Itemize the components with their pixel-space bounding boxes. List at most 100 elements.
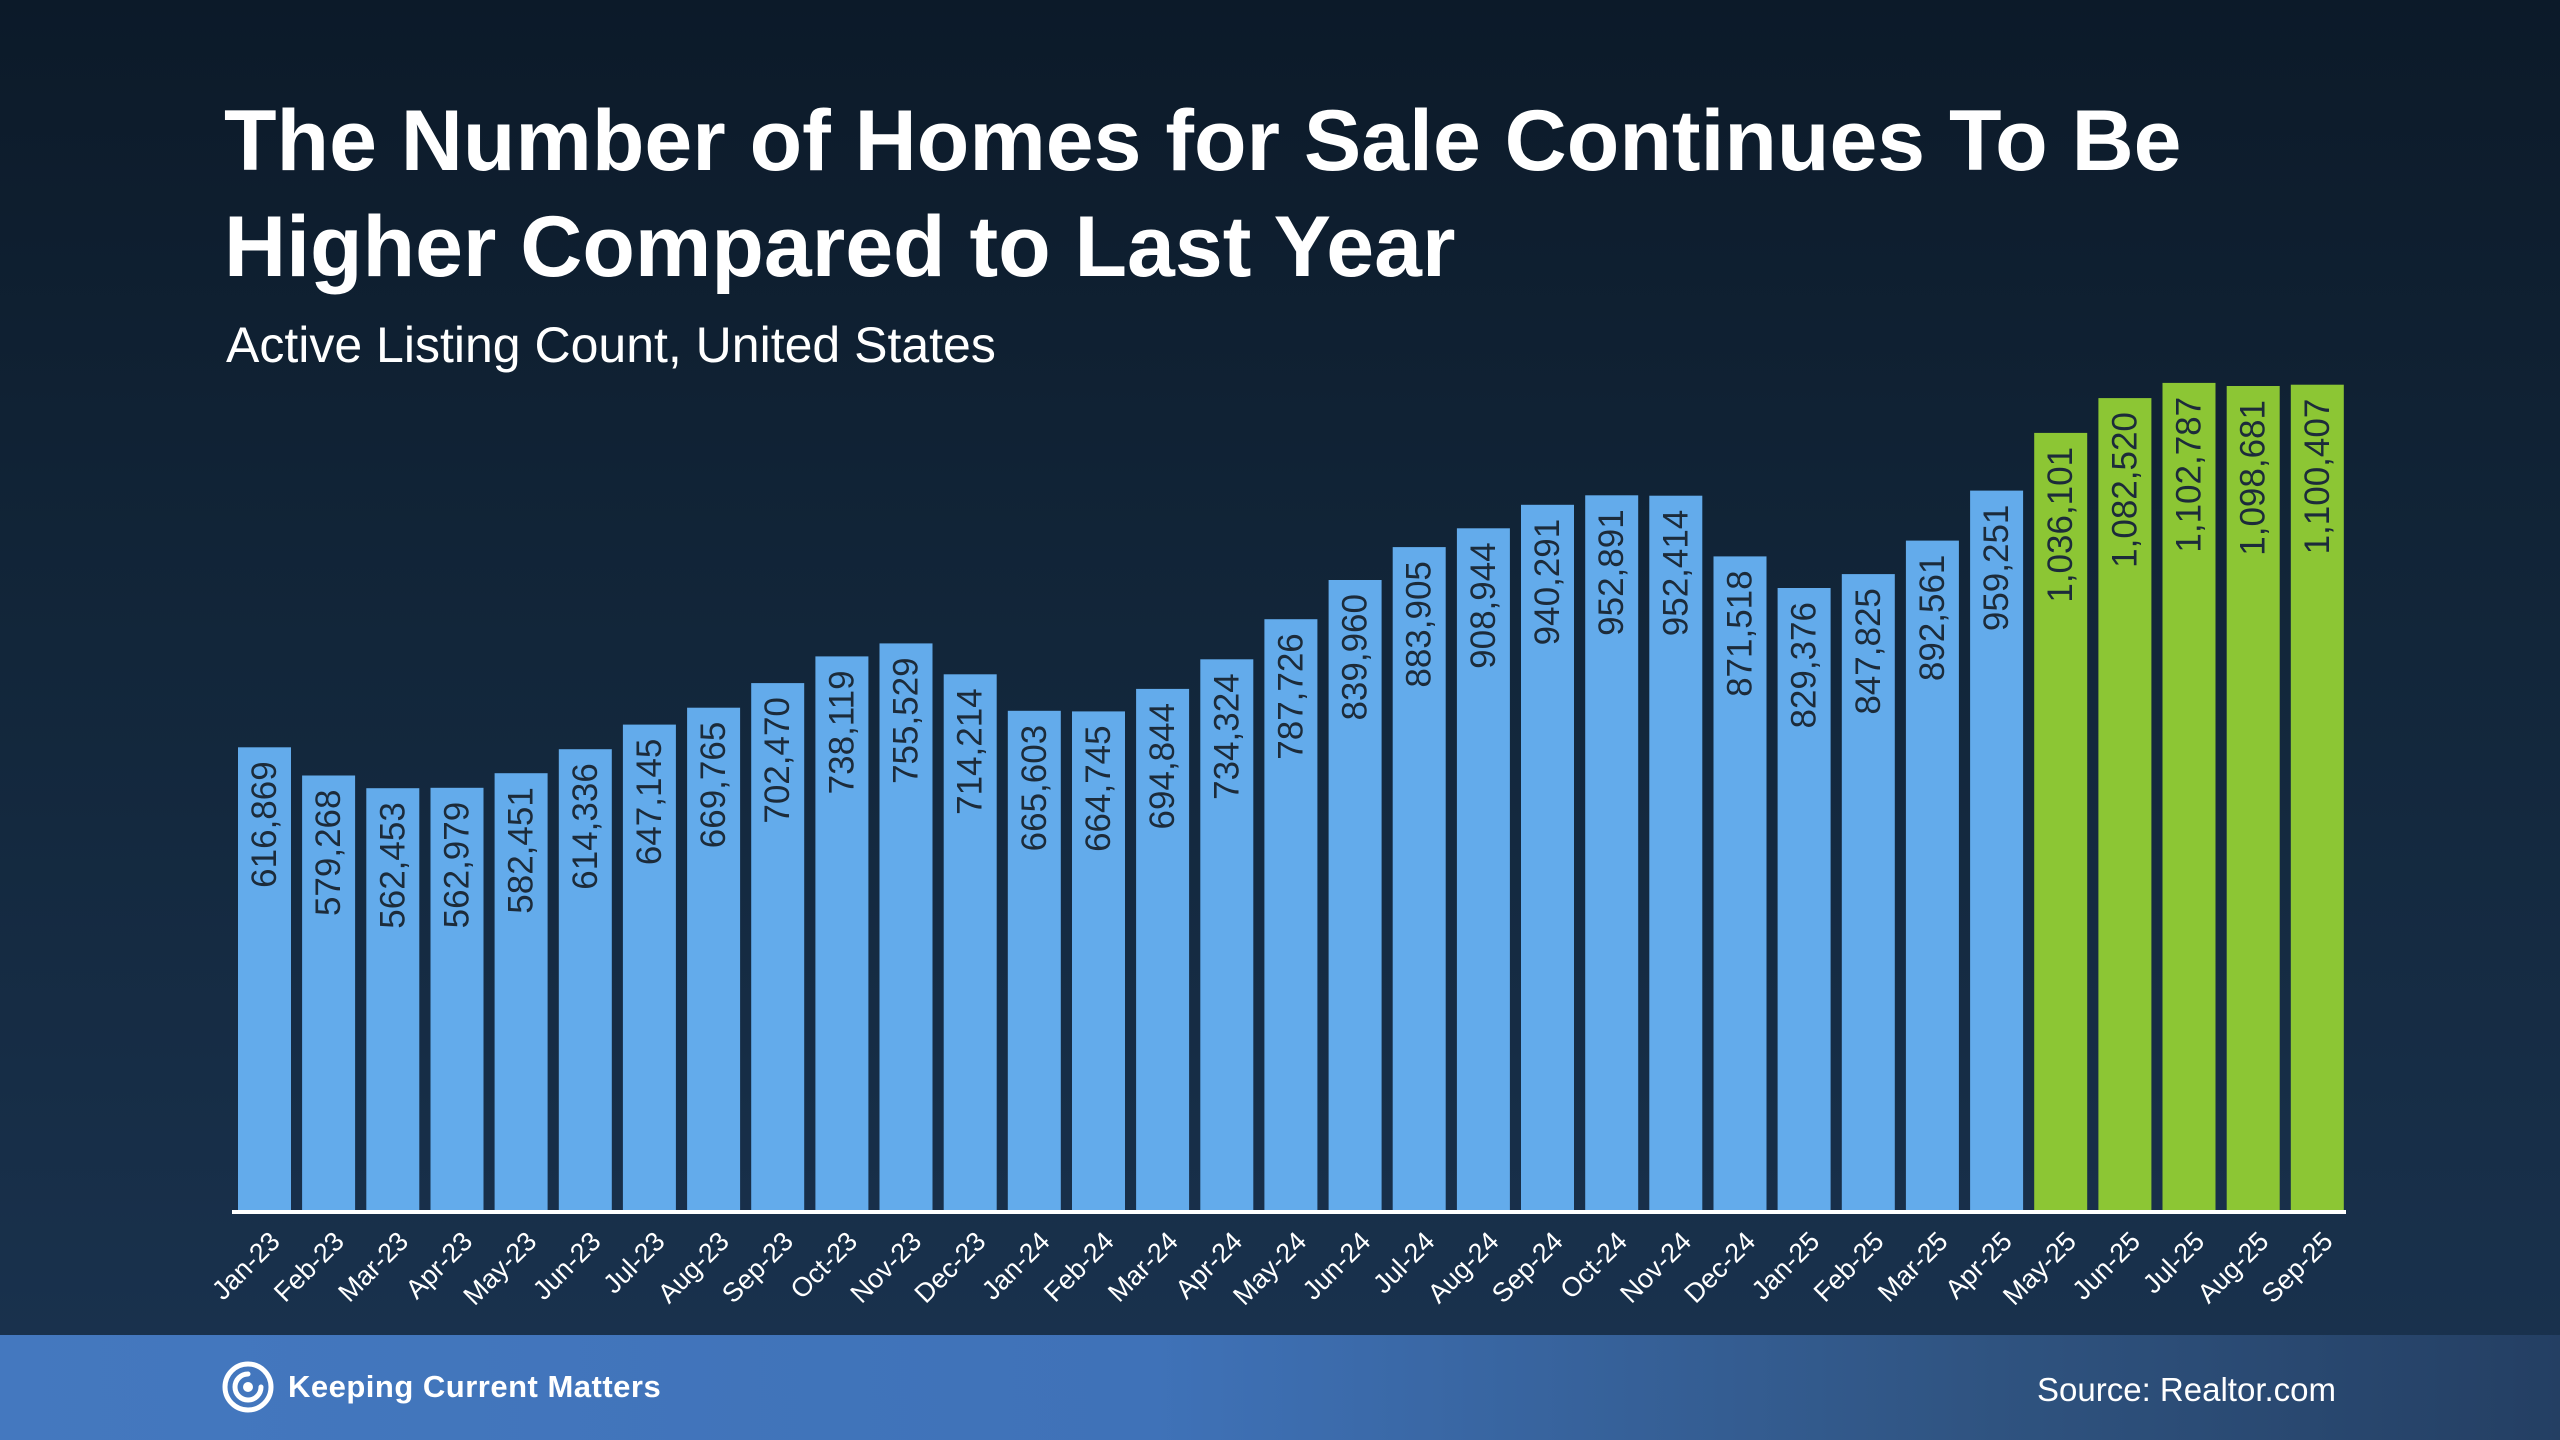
x-tick-dec-23: Dec-23 — [909, 1226, 992, 1309]
bar-oct-23 — [815, 656, 869, 1210]
value-label-apr-25: 959,251 — [1977, 505, 2016, 632]
value-label-sep-23: 702,470 — [758, 697, 797, 824]
value-label-nov-24: 952,414 — [1656, 510, 1695, 637]
bar-apr-25 — [1970, 490, 2024, 1211]
x-tick-mar-25: Mar-25 — [1872, 1226, 1954, 1308]
bar-dec-24 — [1713, 556, 1767, 1210]
bar-apr-23 — [430, 787, 484, 1210]
bar-mar-23 — [366, 788, 420, 1210]
bar-oct-24 — [1585, 495, 1639, 1210]
x-tick-feb-25: Feb-25 — [1808, 1226, 1890, 1308]
bar-may-24 — [1264, 619, 1318, 1210]
value-label-feb-23: 579,268 — [309, 790, 348, 917]
bar-sep-24 — [1521, 504, 1574, 1210]
source-note: Source: Realtor.com — [2037, 1371, 2336, 1408]
x-tick-nov-24: Nov-24 — [1614, 1226, 1697, 1309]
bar-jun-25 — [2098, 398, 2152, 1211]
bar-may-25 — [2034, 432, 2088, 1210]
bar-mar-25 — [1905, 540, 1959, 1210]
bar-aug-24 — [1456, 528, 1510, 1210]
value-label-oct-24: 952,891 — [1592, 509, 1631, 636]
value-label-feb-25: 847,825 — [1849, 588, 1888, 715]
chart-title: The Number of Homes for Sale Continues T… — [224, 93, 2182, 295]
value-label-aug-24: 908,944 — [1464, 542, 1503, 669]
x-tick-aug-24: Aug-24 — [1422, 1226, 1505, 1309]
value-label-jun-24: 839,960 — [1336, 594, 1375, 721]
value-label-sep-25: 1,100,407 — [2298, 399, 2337, 555]
bar-jan-23 — [238, 747, 291, 1210]
brand-name: Keeping Current Matters — [288, 1369, 662, 1404]
bar-aug-25 — [2226, 386, 2280, 1210]
value-label-aug-25: 1,098,681 — [2234, 400, 2273, 556]
x-tick-jun-23: Jun-23 — [527, 1226, 607, 1306]
bar-apr-24 — [1200, 659, 1254, 1210]
x-tick-may-25: May-25 — [1997, 1226, 2082, 1311]
bar-jun-24 — [1328, 580, 1382, 1210]
bar-aug-23 — [687, 707, 741, 1210]
brand-logo: Keeping Current Matters — [222, 1361, 661, 1413]
bar-jul-25 — [2162, 382, 2216, 1210]
value-label-apr-23: 562,979 — [438, 802, 477, 929]
x-tick-aug-25: Aug-25 — [2192, 1226, 2275, 1309]
chart-subtitle: Active Listing Count, United States — [226, 317, 996, 373]
x-tick-dec-24: Dec-24 — [1679, 1226, 1762, 1309]
bar-jul-24 — [1392, 547, 1446, 1210]
value-label-jul-23: 647,145 — [630, 739, 669, 866]
x-tick-nov-23: Nov-23 — [845, 1226, 928, 1309]
x-tick-jun-25: Jun-25 — [2067, 1226, 2147, 1306]
bar-dec-23 — [943, 674, 997, 1210]
x-tick-feb-24: Feb-24 — [1038, 1226, 1120, 1308]
value-label-jan-23: 616,869 — [245, 761, 284, 888]
value-label-jul-25: 1,102,787 — [2170, 397, 2209, 553]
x-tick-aug-23: Aug-23 — [652, 1226, 735, 1309]
value-label-jan-24: 665,603 — [1015, 725, 1054, 852]
x-tick-may-23: May-23 — [458, 1226, 543, 1311]
bar-feb-24 — [1072, 711, 1125, 1210]
x-tick-mar-23: Mar-23 — [332, 1226, 414, 1308]
bar-sep-23 — [751, 683, 805, 1210]
bar-may-23 — [494, 773, 548, 1210]
x-axis-tick-labels: Jan-23Feb-23Mar-23Apr-23May-23Jun-23Jul-… — [206, 1226, 2338, 1311]
x-tick-mar-24: Mar-24 — [1102, 1226, 1184, 1308]
bar-jan-25 — [1777, 588, 1831, 1210]
x-tick-sep-25: Sep-25 — [2256, 1226, 2339, 1309]
value-label-mar-23: 562,453 — [373, 802, 412, 929]
value-label-nov-23: 755,529 — [887, 657, 926, 784]
value-label-may-24: 787,726 — [1271, 633, 1310, 760]
bar-feb-23 — [302, 775, 356, 1210]
x-tick-jan-23: Jan-23 — [206, 1226, 286, 1306]
x-tick-sep-24: Sep-24 — [1486, 1226, 1569, 1309]
bar-nov-23 — [879, 643, 933, 1210]
value-labels: 616,869 579,268 562,453 562,979 582,451 614,3… — [245, 397, 2337, 929]
bar-jul-23 — [622, 724, 676, 1210]
bar-nov-24 — [1649, 495, 1703, 1210]
value-label-oct-23: 738,119 — [822, 670, 861, 794]
value-label-mar-24: 694,844 — [1143, 703, 1182, 830]
value-label-mar-25: 892,561 — [1913, 555, 1952, 682]
bar-mar-24 — [1136, 688, 1190, 1210]
value-label-jun-23: 614,336 — [566, 763, 605, 890]
bar-jun-23 — [558, 749, 612, 1210]
bar-feb-25 — [1841, 574, 1895, 1210]
value-label-feb-24: 664,745 — [1079, 725, 1118, 852]
footer-bar: Keeping Current Matters Source: Realtor.… — [0, 1335, 2560, 1440]
spiral-logo-icon — [222, 1361, 274, 1413]
x-tick-sep-23: Sep-23 — [716, 1226, 799, 1309]
bar-chart: 616,869 579,268 562,453 562,979 582,451 614,3… — [206, 382, 2344, 1311]
value-label-apr-24: 734,324 — [1207, 673, 1246, 800]
value-label-aug-23: 669,765 — [694, 722, 733, 849]
bar-jan-24 — [1007, 710, 1061, 1210]
value-label-dec-23: 714,214 — [951, 688, 990, 815]
x-tick-jan-25: Jan-25 — [1746, 1226, 1826, 1306]
value-label-jan-25: 829,376 — [1785, 602, 1824, 729]
value-label-dec-24: 871,518 — [1721, 570, 1760, 697]
bar-sep-25 — [2290, 384, 2344, 1210]
value-label-may-25: 1,036,101 — [2041, 447, 2080, 603]
x-tick-may-24: May-24 — [1227, 1226, 1312, 1311]
x-tick-jan-24: Jan-24 — [976, 1226, 1056, 1306]
value-label-may-23: 582,451 — [502, 787, 541, 914]
x-tick-jun-24: Jun-24 — [1297, 1226, 1377, 1306]
bar-series — [238, 382, 2344, 1211]
value-label-jul-24: 883,905 — [1400, 561, 1439, 688]
value-label-sep-24: 940,291 — [1528, 519, 1567, 646]
